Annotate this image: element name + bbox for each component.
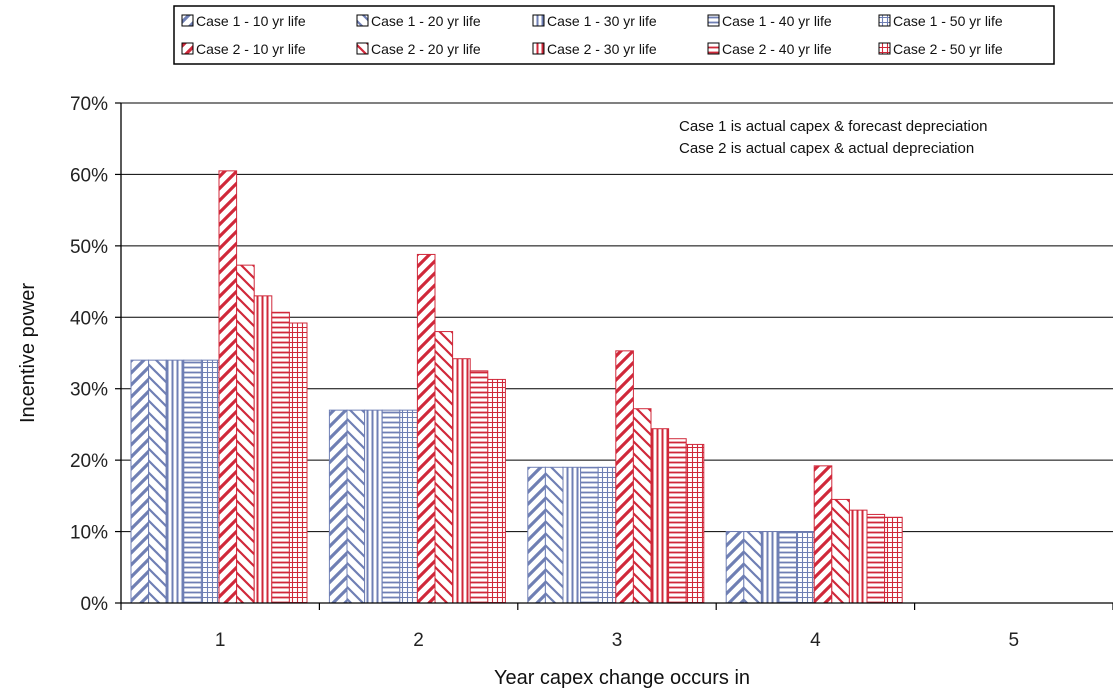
y-tick-label: 10% — [70, 523, 108, 544]
bar — [831, 498, 850, 604]
legend-label: Case 1 - 20 yr life — [371, 13, 481, 29]
bar — [218, 170, 238, 604]
legend-label: Case 2 - 30 yr life — [547, 41, 657, 57]
bar — [597, 466, 617, 604]
legend-label: Case 2 - 50 yr life — [893, 41, 1003, 57]
legend-item: Case 2 - 30 yr life — [532, 41, 657, 57]
bar — [434, 331, 454, 604]
bar — [200, 359, 220, 604]
y-tick-label: 20% — [70, 451, 108, 472]
legend-swatch — [878, 14, 891, 27]
y-tick-label: 40% — [70, 308, 108, 329]
x-tick-label: 1 — [215, 630, 226, 651]
bar — [615, 350, 634, 604]
bar — [685, 443, 705, 604]
x-tick-label: 2 — [413, 630, 424, 651]
legend-label: Case 1 - 30 yr life — [547, 13, 657, 29]
legend-label: Case 2 - 40 yr life — [722, 41, 832, 57]
x-axis-title: Year capex change occurs in — [494, 667, 750, 689]
bar — [328, 409, 348, 604]
annotation-case-1: Case 1 is actual capex & forecast deprec… — [679, 118, 988, 135]
bar — [346, 409, 366, 604]
legend-item: Case 1 - 10 yr life — [181, 13, 306, 29]
bar — [796, 531, 815, 604]
legend-swatch — [181, 42, 194, 55]
bar — [364, 409, 383, 604]
x-tick-label: 3 — [612, 630, 623, 651]
legend-label: Case 1 - 50 yr life — [893, 13, 1003, 29]
bar — [183, 359, 202, 604]
legend-swatch — [532, 42, 545, 55]
bars — [130, 170, 903, 604]
legend-label: Case 1 - 40 yr life — [722, 13, 832, 29]
y-tick-label: 60% — [70, 165, 108, 186]
bar — [381, 409, 401, 604]
bar — [416, 253, 436, 604]
axes — [115, 102, 1113, 610]
bar — [165, 359, 185, 604]
bar — [778, 531, 798, 604]
legend-item: Case 2 - 10 yr life — [181, 41, 306, 57]
bar — [527, 466, 546, 604]
y-tick-label: 30% — [70, 380, 108, 401]
legend-swatch — [878, 42, 891, 55]
legend-swatch — [707, 42, 720, 55]
bar — [452, 358, 471, 604]
legend-item: Case 1 - 40 yr life — [707, 13, 832, 29]
legend-swatch — [356, 14, 369, 27]
legend-label: Case 2 - 20 yr life — [371, 41, 481, 57]
legend-label: Case 1 - 10 yr life — [196, 13, 306, 29]
bar — [650, 428, 670, 604]
bar — [848, 509, 868, 604]
legend-item: Case 1 - 30 yr life — [532, 13, 657, 29]
bar — [544, 466, 564, 604]
x-tick-label: 4 — [810, 630, 821, 651]
annotation-case-2: Case 2 is actual capex & actual deprecia… — [679, 140, 974, 157]
y-tick-labels: 0% 10% 20% 30% 40% 50% 60% 70% — [70, 94, 108, 615]
legend-item: Case 2 - 40 yr life — [707, 41, 832, 57]
bar — [884, 516, 903, 604]
legend-box — [173, 5, 1055, 65]
bar — [469, 370, 489, 604]
y-axis-title: Incentive power — [17, 283, 39, 423]
x-tick-labels: 1 2 3 4 5 — [215, 630, 1019, 651]
bar — [148, 359, 167, 604]
bar — [580, 466, 599, 604]
legend: Case 1 - 10 yr life Case 1 - 20 yr life Ca… — [181, 13, 1003, 57]
legend-item: Case 1 - 50 yr life — [878, 13, 1003, 29]
legend-item: Case 1 - 20 yr life — [356, 13, 481, 29]
legend-label: Case 2 - 10 yr life — [196, 41, 306, 57]
bar — [760, 531, 780, 604]
bar — [253, 295, 273, 604]
y-tick-label: 70% — [70, 94, 108, 115]
legend-swatch — [181, 14, 194, 27]
bar — [487, 378, 506, 604]
bar — [725, 531, 745, 604]
bar — [271, 311, 290, 604]
bar — [813, 465, 833, 604]
legend-swatch — [532, 14, 545, 27]
legend-swatch — [707, 14, 720, 27]
bar — [288, 322, 308, 604]
bar — [130, 359, 150, 604]
legend-swatch — [356, 42, 369, 55]
legend-item: Case 2 - 20 yr life — [356, 41, 481, 57]
x-tick-label: 5 — [1009, 630, 1020, 651]
bar — [399, 409, 418, 604]
y-tick-label: 0% — [81, 594, 109, 615]
y-tick-label: 50% — [70, 237, 108, 258]
bar — [668, 438, 687, 604]
bar — [236, 264, 255, 604]
bar — [562, 466, 582, 604]
legend-item: Case 2 - 50 yr life — [878, 41, 1003, 57]
bar — [866, 513, 886, 604]
bar — [632, 408, 652, 604]
bar — [743, 531, 762, 604]
